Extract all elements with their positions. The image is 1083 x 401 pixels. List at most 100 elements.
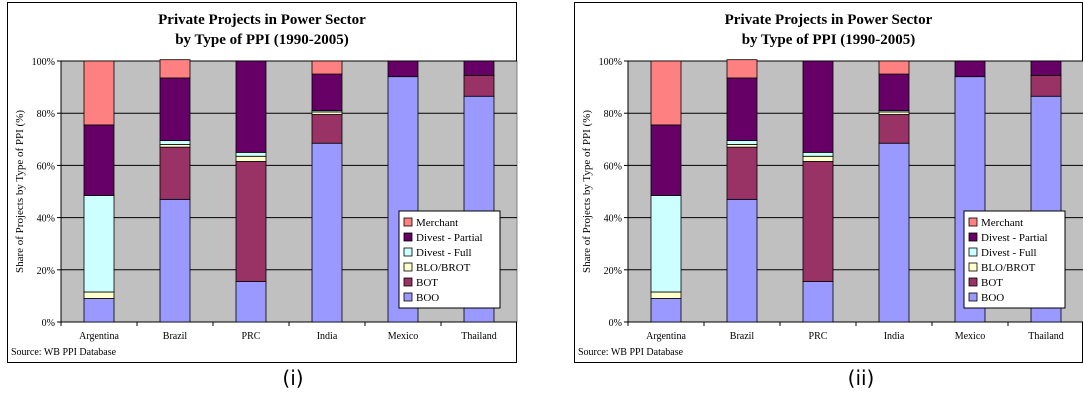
bar-segment-merchant: [878, 60, 910, 75]
bar-segment-divest-partial: [726, 77, 758, 142]
x-tick-label: PRC: [242, 331, 261, 342]
legend-label: Divest - Full: [416, 247, 472, 259]
legend-label: BLO/BROT: [416, 262, 471, 274]
y-tick-label: 0%: [609, 318, 622, 329]
legend-swatch: [968, 232, 978, 242]
bar-segment-merchant: [311, 60, 343, 75]
bar-segment-divest-full: [650, 195, 682, 293]
legend-swatch: [403, 262, 413, 272]
legend-box: [398, 210, 501, 309]
legend-label: BOT: [416, 277, 438, 289]
y-tick-label: 60%: [37, 161, 55, 172]
bar-segment-divest-partial: [1030, 60, 1062, 76]
legend-swatch: [403, 292, 413, 302]
x-tick-label: Argentina: [646, 331, 686, 342]
chart-subtitle-1: by Type of PPI (1990-2005): [175, 32, 349, 48]
bar-segment-bot: [802, 161, 834, 282]
x-tick-label: Thailand: [1028, 331, 1064, 342]
legend-swatch: [968, 262, 978, 272]
chart-title-1: Private Projects in Power Sector: [158, 12, 366, 28]
y-tick-label: 80%: [37, 109, 55, 120]
bar-segment-merchant: [159, 59, 191, 79]
legend-swatch: [403, 247, 413, 257]
bar-segment-bot: [159, 146, 191, 200]
bar-segment-bot: [235, 161, 267, 282]
legend-swatch: [403, 232, 413, 242]
legend-swatch: [403, 277, 413, 287]
legend-label: BOT: [981, 277, 1003, 289]
legend-swatch: [968, 217, 978, 227]
bar-segment-boo: [878, 142, 910, 323]
bar-segment-divest-partial: [878, 73, 910, 111]
legend-label: Merchant: [981, 217, 1023, 229]
bar-segment-merchant: [726, 59, 758, 79]
legend-label: BOO: [981, 292, 1004, 304]
bar-segment-divest-full: [83, 195, 115, 293]
bar-segment-divest-full: [235, 151, 267, 157]
y-axis-label: Share of Projects by Type of PPI (%): [581, 110, 593, 273]
bar-segment-bot: [1030, 74, 1062, 97]
bar-segment-boo: [235, 281, 267, 323]
bar-segment-divest-full: [159, 140, 191, 145]
legend-label: Merchant: [416, 217, 458, 229]
bar-segment-boo: [311, 142, 343, 323]
y-tick-label: 20%: [604, 266, 622, 277]
bar-segment-divest-partial: [159, 77, 191, 142]
chart-subtitle-2: by Type of PPI (1990-2005): [741, 32, 916, 48]
legend-label: BOO: [416, 292, 439, 304]
stacked-bar-chart-1: 0% 20% 40% 60% 80% 100% Share of Projects by T…: [14, 57, 518, 342]
bar-segment-merchant: [83, 60, 115, 126]
source-note-2: Source: WB PPI Database: [578, 347, 684, 358]
legend-box: [963, 210, 1066, 309]
bar-segment-blo-brot: [235, 155, 267, 162]
panel-label-1: (i): [282, 366, 304, 390]
x-tick-label: Brazil: [730, 331, 755, 342]
bar-segment-divest-partial: [311, 73, 343, 111]
bar-segment-merchant: [650, 60, 682, 126]
legend-swatch: [968, 292, 978, 302]
y-tick-label: 100%: [599, 57, 622, 68]
legend-swatch: [968, 277, 978, 287]
bar-segment-divest-partial: [954, 60, 986, 78]
legend-swatch: [403, 217, 413, 227]
x-tick-label: Mexico: [388, 331, 419, 342]
legend-label: Divest - Full: [981, 247, 1037, 259]
y-tick-label: 40%: [604, 214, 622, 225]
bar-segment-blo-brot: [802, 155, 834, 162]
bar-segment-boo: [83, 298, 115, 323]
bar-segment-blo-brot: [650, 291, 682, 299]
legend-swatch: [968, 247, 978, 257]
x-tick-label: Mexico: [955, 331, 986, 342]
bar-segment-divest-partial: [650, 124, 682, 196]
bar-segment-divest-partial: [387, 60, 419, 78]
x-tick-label: India: [884, 331, 905, 342]
y-tick-label: 80%: [604, 109, 622, 120]
chart-title-2: Private Projects in Power Sector: [724, 12, 933, 28]
bar-segment-divest-full: [726, 140, 758, 145]
legend-label: BLO/BROT: [981, 262, 1036, 274]
bar-segment-bot: [463, 74, 495, 97]
source-note-1: Source: WB PPI Database: [11, 347, 117, 358]
y-axis-label: Share of Projects by Type of PPI (%): [14, 110, 26, 273]
y-tick-label: 0%: [42, 318, 55, 329]
y-tick-label: 20%: [37, 266, 55, 277]
legend-label: Divest - Partial: [416, 232, 483, 244]
bar-segment-boo: [650, 298, 682, 323]
x-tick-label: Brazil: [163, 331, 188, 342]
bar-segment-divest-partial: [802, 60, 834, 153]
bar-segment-blo-brot: [83, 291, 115, 299]
x-tick-label: India: [317, 331, 338, 342]
x-tick-label: PRC: [809, 331, 828, 342]
bar-segment-divest-partial: [83, 124, 115, 196]
x-tick-label: Thailand: [461, 331, 497, 342]
panel-label-2: (ii): [847, 366, 875, 390]
stacked-bar-chart-2: 0% 20% 40% 60% 80% 100% Share of Projects by T…: [581, 57, 1083, 342]
y-tick-label: 100%: [32, 57, 55, 68]
bar-segment-bot: [311, 114, 343, 144]
bar-segment-divest-partial: [463, 60, 495, 76]
legend-label: Divest - Partial: [981, 232, 1048, 244]
bar-segment-boo: [726, 198, 758, 323]
bar-segment-bot: [878, 114, 910, 144]
bar-segment-boo: [159, 198, 191, 323]
x-tick-label: Argentina: [79, 331, 119, 342]
